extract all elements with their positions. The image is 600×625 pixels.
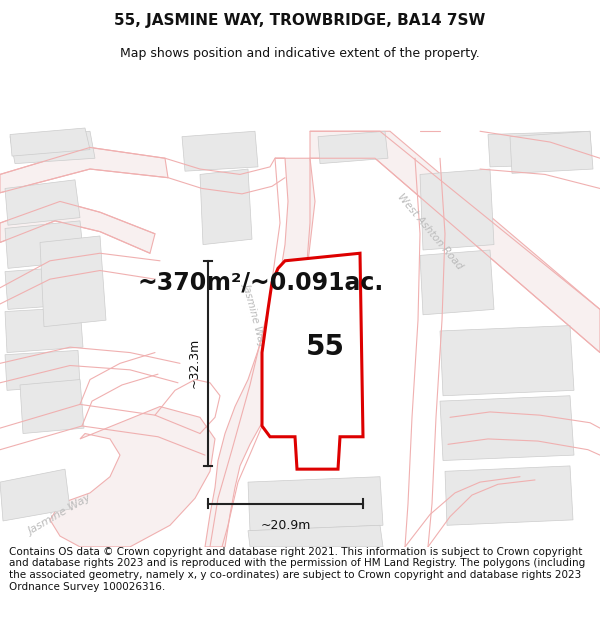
Polygon shape [5, 221, 84, 268]
Polygon shape [40, 236, 106, 327]
Polygon shape [488, 131, 592, 167]
Text: Contains OS data © Crown copyright and database right 2021. This information is : Contains OS data © Crown copyright and d… [9, 547, 585, 592]
Polygon shape [10, 128, 90, 156]
Polygon shape [200, 169, 252, 244]
Polygon shape [310, 131, 600, 352]
Polygon shape [0, 469, 70, 521]
Text: ~370m²/~0.091ac.: ~370m²/~0.091ac. [138, 271, 384, 294]
Polygon shape [5, 308, 83, 352]
Polygon shape [318, 131, 388, 164]
Polygon shape [5, 351, 80, 391]
Polygon shape [445, 466, 573, 525]
Polygon shape [420, 169, 494, 250]
Polygon shape [5, 180, 80, 225]
Polygon shape [50, 406, 215, 547]
Polygon shape [0, 148, 168, 192]
Polygon shape [248, 525, 383, 547]
Polygon shape [10, 131, 95, 164]
Polygon shape [248, 477, 383, 531]
Text: 55: 55 [305, 333, 344, 361]
Polygon shape [205, 158, 315, 547]
Text: ~32.3m: ~32.3m [188, 338, 201, 389]
Polygon shape [0, 201, 155, 253]
Text: West Ashton Road: West Ashton Road [395, 192, 464, 271]
Polygon shape [262, 253, 363, 469]
Polygon shape [182, 131, 258, 171]
Polygon shape [510, 131, 593, 173]
Polygon shape [420, 250, 494, 315]
Text: Jasmine Way: Jasmine Way [242, 281, 268, 348]
Text: Map shows position and indicative extent of the property.: Map shows position and indicative extent… [120, 48, 480, 61]
Text: Jasmine Way: Jasmine Way [27, 492, 93, 537]
Polygon shape [440, 326, 574, 396]
Text: 55, JASMINE WAY, TROWBRIDGE, BA14 7SW: 55, JASMINE WAY, TROWBRIDGE, BA14 7SW [115, 12, 485, 28]
Polygon shape [20, 379, 84, 434]
Polygon shape [440, 396, 574, 461]
Text: ~20.9m: ~20.9m [260, 519, 311, 532]
Polygon shape [5, 266, 84, 309]
